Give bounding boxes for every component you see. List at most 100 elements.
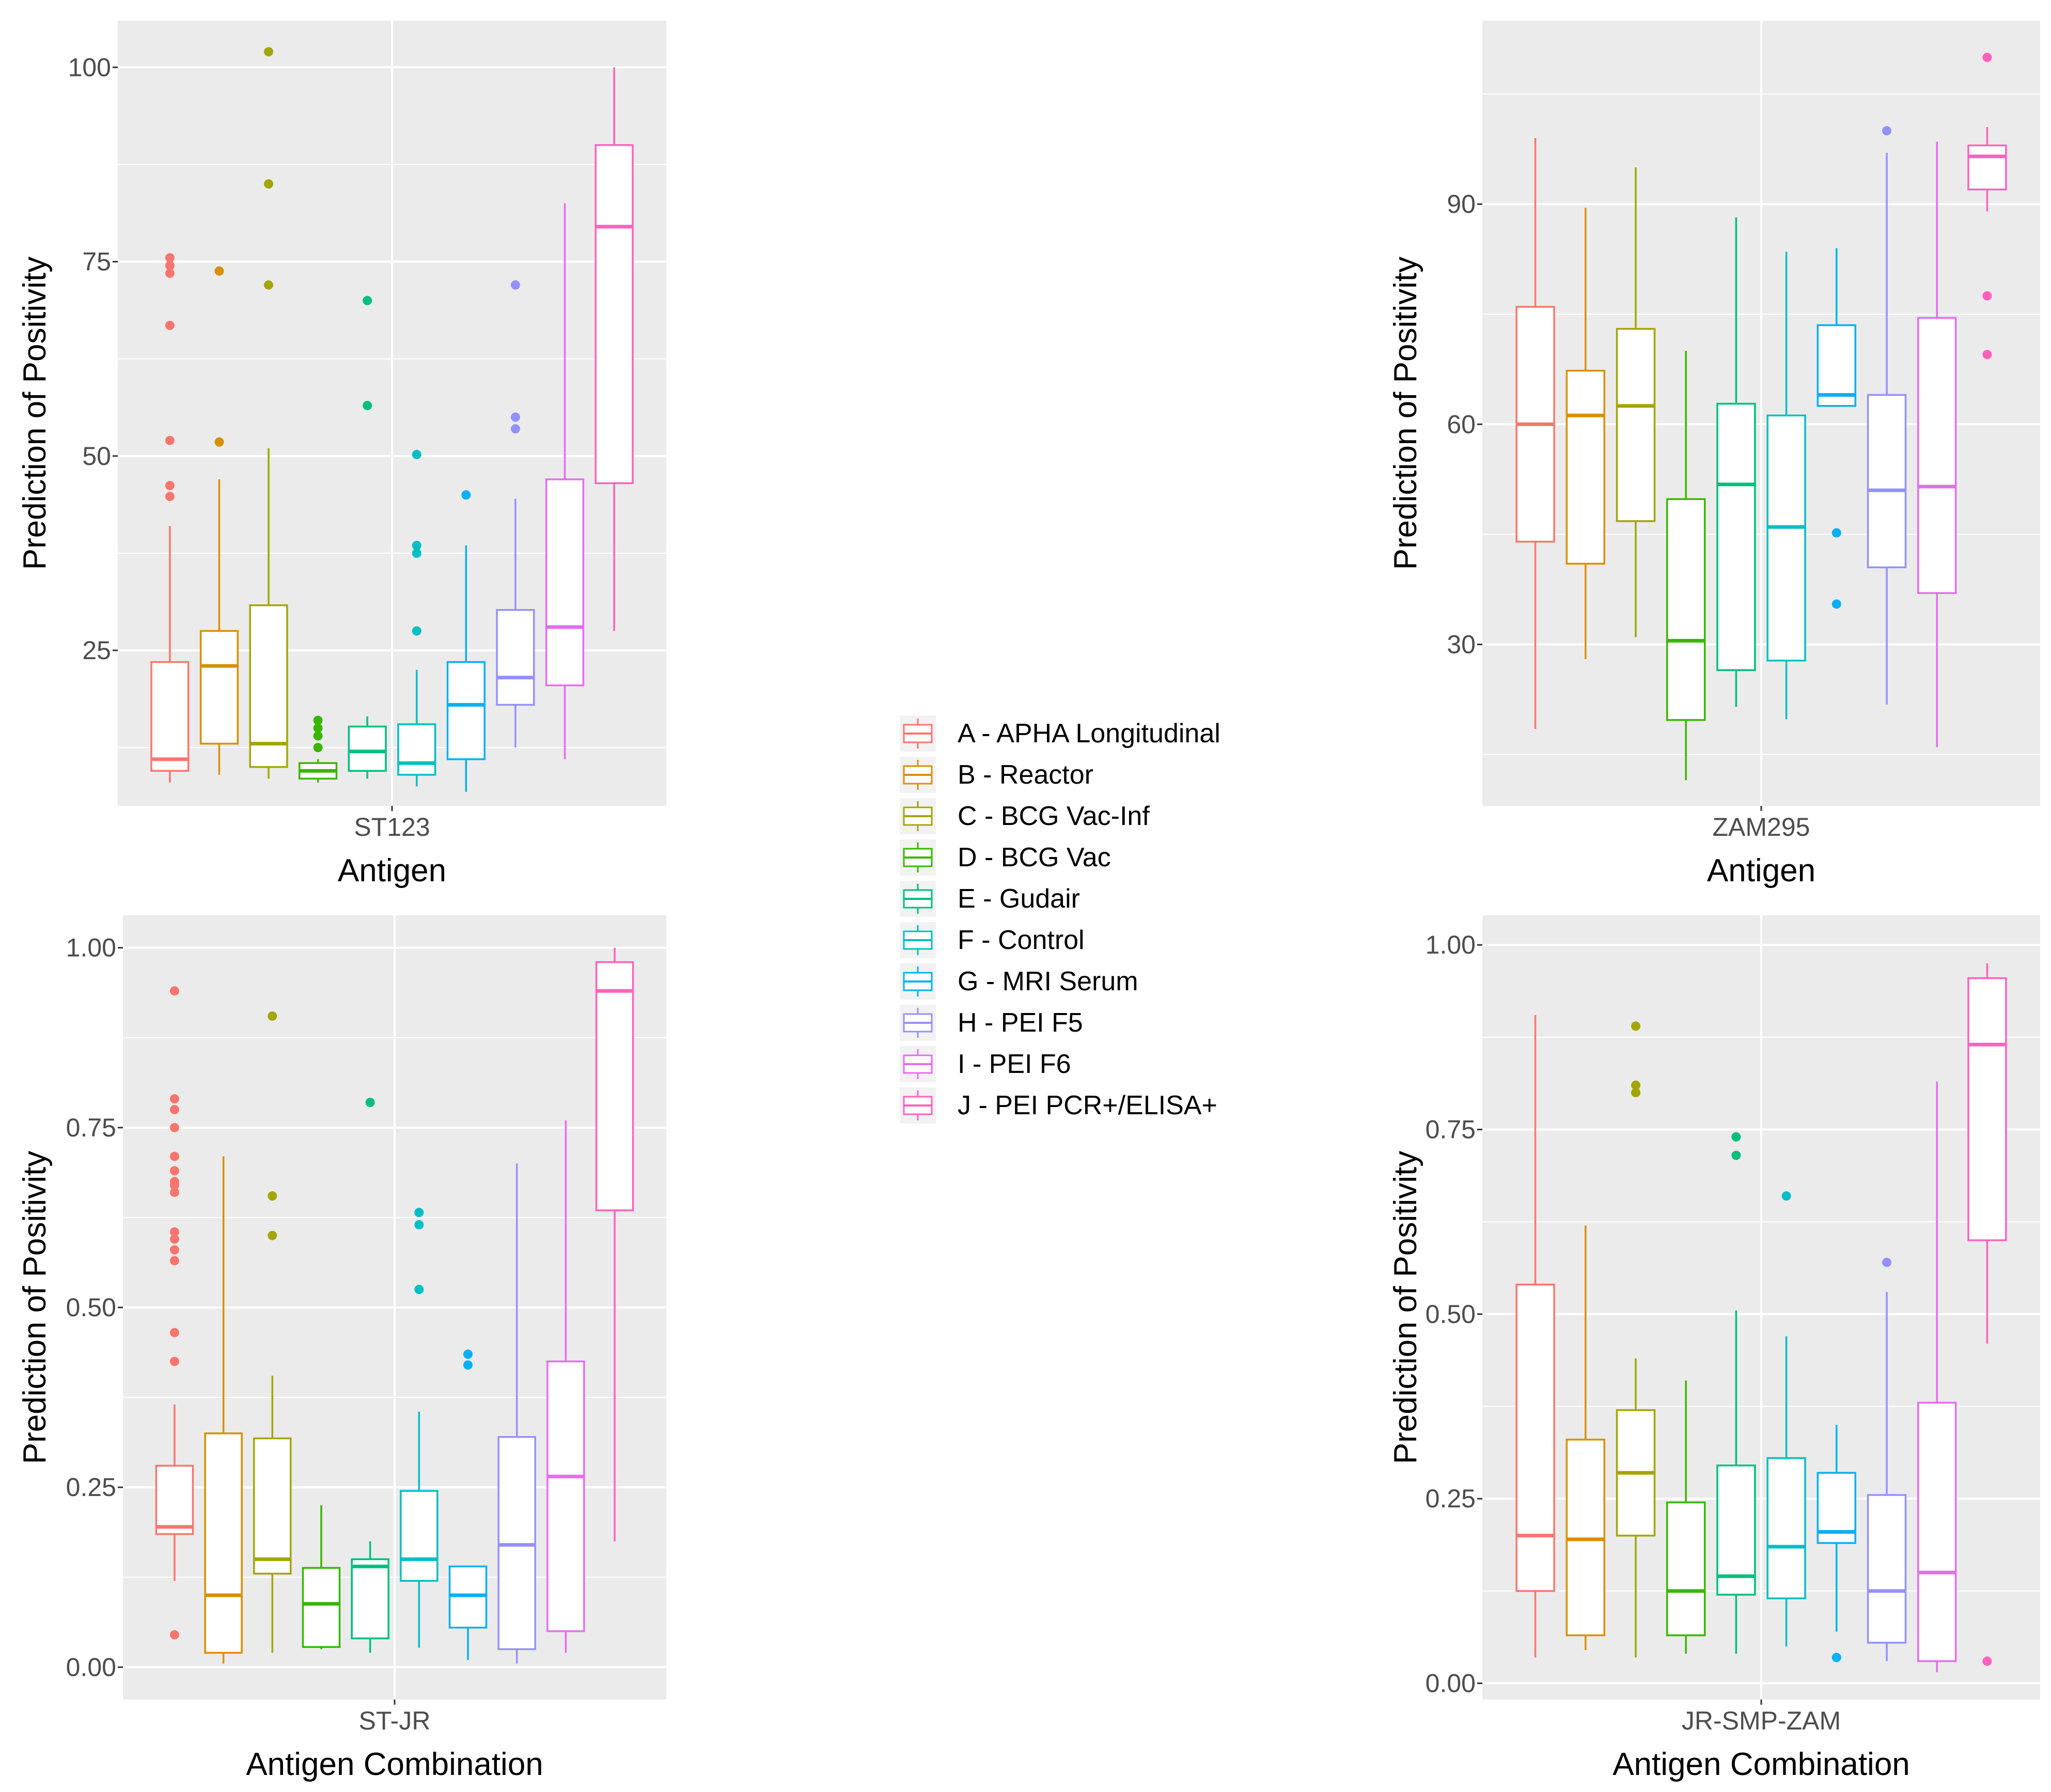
outlier-point: [313, 723, 323, 733]
box-iqr: [351, 1558, 389, 1640]
box-j: [594, 67, 634, 631]
outlier-point: [169, 1256, 179, 1266]
outlier-point: [165, 253, 175, 263]
y-tick-label: 0.25: [1426, 1484, 1476, 1513]
legend-item: C - BCG Vac-Inf: [900, 798, 1150, 834]
outlier-point: [412, 548, 421, 558]
box-iqr: [1515, 1283, 1555, 1592]
outlier-point: [1982, 53, 1992, 63]
x-category-label: ZAM295: [1713, 813, 1810, 842]
box-c: [253, 1011, 292, 1653]
outlier-point: [463, 1349, 473, 1359]
y-tick-label: 50: [82, 442, 111, 471]
y-axis-title: Prediction of Positivity: [17, 257, 53, 570]
outlier-point: [169, 1151, 179, 1161]
outlier-point: [1631, 1021, 1640, 1031]
outlier-point: [214, 437, 224, 447]
box-iqr: [545, 478, 585, 687]
box-iqr: [594, 144, 634, 485]
outlier-point: [1731, 1150, 1741, 1160]
box-g: [1817, 1425, 1857, 1662]
outlier-point: [1781, 1191, 1791, 1201]
box-g: [446, 490, 486, 792]
outlier-point: [313, 731, 323, 741]
box-f: [400, 1208, 439, 1648]
legend-item: H - PEI F5: [900, 1005, 1083, 1041]
outlier-point: [165, 261, 175, 271]
box-g: [1817, 248, 1857, 609]
legend-item: B - Reactor: [900, 757, 1093, 793]
box-iqr: [348, 725, 387, 772]
y-tick-label: 0.00: [66, 1653, 116, 1681]
legend-item: F - Control: [900, 922, 1085, 958]
box-iqr: [150, 661, 190, 772]
box-iqr: [1616, 328, 1656, 522]
legend-item: J - PEI PCR+/ELISA+: [900, 1087, 1217, 1124]
box-iqr: [400, 1490, 439, 1582]
outlier-point: [169, 1328, 179, 1337]
box-e: [351, 1098, 389, 1653]
box-h: [496, 280, 535, 748]
box-iqr: [199, 630, 239, 745]
x-category-label: ST-JR: [359, 1706, 431, 1735]
legend-item: I - PEI F6: [900, 1046, 1071, 1082]
box-i: [546, 1120, 585, 1653]
outlier-point: [264, 280, 274, 290]
outlier-point: [165, 435, 175, 445]
box-iqr: [155, 1464, 194, 1535]
outlier-point: [264, 47, 274, 57]
outlier-point: [169, 1357, 179, 1366]
y-tick-label: 1.00: [66, 933, 116, 962]
box-f: [397, 449, 436, 787]
box-iqr: [1565, 1439, 1606, 1637]
outlier-point: [412, 626, 421, 636]
box-iqr: [253, 1437, 292, 1575]
box-a: [155, 986, 194, 1640]
outlier-point: [1882, 1257, 1891, 1267]
y-tick-label: 0.00: [1426, 1669, 1476, 1698]
x-category-label: ST123: [354, 813, 430, 842]
outlier-point: [169, 1105, 179, 1115]
box-b: [199, 266, 239, 775]
box-a: [1515, 1015, 1555, 1658]
legend-label: J - PEI PCR+/ELISA+: [958, 1090, 1217, 1120]
outlier-point: [169, 1234, 179, 1244]
outlier-point: [1982, 1656, 1992, 1666]
outlier-point: [165, 320, 175, 330]
outlier-point: [1831, 1653, 1841, 1662]
box-iqr: [1967, 977, 2007, 1241]
legend-label: E - Gudair: [958, 884, 1080, 914]
outlier-point: [165, 480, 175, 490]
box-iqr: [1666, 498, 1706, 721]
legend-item: G - MRI Serum: [900, 963, 1138, 1000]
box-d: [299, 715, 338, 783]
y-axis-title: Prediction of Positivity: [17, 1151, 53, 1464]
box-j: [1967, 963, 2007, 1666]
box-e: [1716, 217, 1756, 707]
box-iqr: [1817, 324, 1857, 407]
legend-label: B - Reactor: [958, 760, 1093, 790]
legend-label: A - APHA Longitudinal: [958, 719, 1220, 749]
box-d: [1666, 351, 1706, 781]
x-axis-title: Antigen: [1707, 853, 1815, 889]
box-b: [1565, 1225, 1606, 1650]
outlier-point: [510, 412, 520, 422]
panel-zam295: 30 60 90 ZAM295 Antigen Prediction of Positiv…: [1388, 21, 2040, 889]
y-tick-label: 0.25: [66, 1473, 116, 1502]
box-d: [302, 1505, 341, 1649]
outlier-point: [313, 743, 323, 753]
box-iqr: [546, 1360, 585, 1632]
legend-label: I - PEI F6: [958, 1049, 1071, 1079]
outlier-point: [463, 1360, 473, 1370]
panel-st123: 25 50 75 100 ST123 Antigen Prediction of Posit…: [17, 21, 666, 889]
outlier-point: [214, 266, 224, 276]
legend-label: D - BCG Vac: [958, 843, 1111, 872]
box-iqr: [204, 1432, 243, 1654]
outlier-point: [1831, 599, 1841, 609]
outlier-point: [169, 1123, 179, 1132]
box-d: [1666, 1380, 1706, 1654]
outlier-point: [169, 1245, 179, 1255]
box-iqr: [302, 1567, 341, 1648]
outlier-point: [510, 424, 520, 434]
